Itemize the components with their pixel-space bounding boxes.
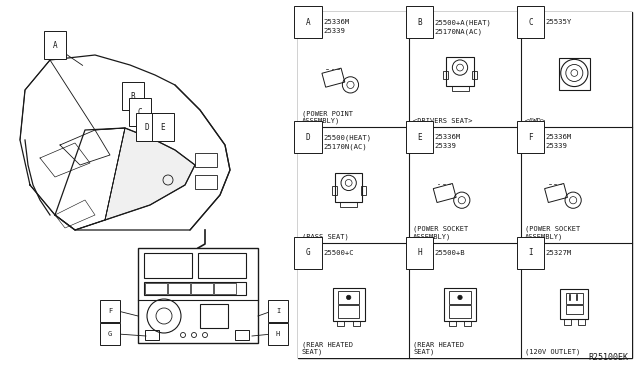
Text: (REAR HEATED
SEAT): (REAR HEATED SEAT) — [413, 341, 465, 355]
Text: (120V OUTLET): (120V OUTLET) — [525, 349, 580, 355]
Text: (PASS SEAT): (PASS SEAT) — [302, 233, 349, 240]
Bar — [559, 58, 589, 90]
Text: E: E — [417, 133, 422, 142]
Bar — [198, 253, 246, 278]
Bar — [340, 202, 357, 207]
Bar — [449, 321, 456, 327]
Text: D: D — [306, 133, 310, 142]
Text: <4WD>: <4WD> — [525, 118, 546, 124]
Text: H: H — [276, 331, 280, 337]
Bar — [444, 288, 476, 321]
Text: G: G — [108, 331, 112, 337]
Bar — [353, 321, 360, 327]
Text: 25339: 25339 — [546, 143, 568, 149]
Bar — [332, 186, 337, 195]
Text: 25500(HEAT): 25500(HEAT) — [323, 134, 371, 141]
Bar — [144, 253, 192, 278]
Text: B: B — [417, 17, 422, 26]
Text: D: D — [145, 122, 149, 131]
Bar — [465, 321, 472, 327]
Bar — [443, 71, 448, 80]
Bar — [138, 248, 258, 343]
Text: C: C — [138, 108, 142, 116]
Text: 25336M: 25336M — [435, 134, 461, 140]
Text: (POWER SOCKET
ASSEMBLY): (POWER SOCKET ASSEMBLY) — [525, 226, 580, 240]
Text: 25500+C: 25500+C — [323, 250, 354, 256]
Text: 25535Y: 25535Y — [546, 19, 572, 25]
Text: <DRIVERS SEAT>: <DRIVERS SEAT> — [413, 118, 473, 124]
Text: A: A — [52, 41, 58, 49]
Bar — [168, 283, 190, 294]
Text: A: A — [306, 17, 310, 26]
Bar — [545, 183, 568, 202]
Bar — [322, 68, 345, 87]
Bar — [560, 289, 588, 320]
Bar — [578, 320, 585, 325]
Bar — [145, 283, 167, 294]
Text: 25170NA(AC): 25170NA(AC) — [435, 28, 483, 35]
Bar — [472, 71, 477, 80]
Bar — [566, 293, 583, 304]
Text: F: F — [529, 133, 533, 142]
Bar — [564, 320, 571, 325]
Bar — [298, 12, 632, 358]
Bar — [449, 305, 470, 318]
Bar — [145, 330, 159, 340]
Bar — [214, 283, 236, 294]
Bar — [337, 321, 344, 327]
Text: E: E — [161, 122, 165, 131]
Text: I: I — [276, 308, 280, 314]
Bar — [298, 12, 632, 358]
Text: 25336M: 25336M — [546, 134, 572, 140]
Text: 25327M: 25327M — [546, 250, 572, 256]
Bar — [447, 57, 474, 86]
Text: I: I — [529, 248, 533, 257]
Text: 25339: 25339 — [435, 143, 456, 149]
Bar — [360, 186, 365, 195]
Text: 25500+A(HEAT): 25500+A(HEAT) — [435, 19, 492, 26]
Polygon shape — [105, 128, 195, 220]
Bar — [338, 291, 359, 304]
Bar — [451, 86, 468, 92]
Text: C: C — [529, 17, 533, 26]
Text: 25336M: 25336M — [323, 19, 349, 25]
Bar — [191, 283, 213, 294]
Bar — [195, 175, 217, 189]
Text: 25170N(AC): 25170N(AC) — [323, 143, 367, 150]
Text: 25500+B: 25500+B — [435, 250, 465, 256]
Text: H: H — [417, 248, 422, 257]
Bar — [566, 305, 583, 314]
Text: (REAR HEATED
SEAT): (REAR HEATED SEAT) — [302, 341, 353, 355]
Bar — [433, 183, 456, 202]
Bar — [449, 291, 470, 304]
Bar — [200, 304, 228, 328]
Bar — [333, 288, 365, 321]
Bar — [335, 173, 362, 202]
Bar — [144, 282, 246, 295]
Bar — [235, 330, 249, 340]
Text: B: B — [131, 92, 135, 100]
Circle shape — [346, 295, 351, 299]
Bar — [338, 305, 359, 318]
Bar — [195, 153, 217, 167]
Bar — [138, 248, 258, 343]
Text: (POWER POINT
ASSEMBLY): (POWER POINT ASSEMBLY) — [302, 110, 353, 124]
Text: 25339: 25339 — [323, 28, 345, 34]
Text: F: F — [108, 308, 112, 314]
Text: G: G — [306, 248, 310, 257]
Text: R25100EK: R25100EK — [588, 353, 628, 362]
Text: (POWER SOCKET
ASSEMBLY): (POWER SOCKET ASSEMBLY) — [413, 226, 468, 240]
Circle shape — [458, 295, 462, 299]
